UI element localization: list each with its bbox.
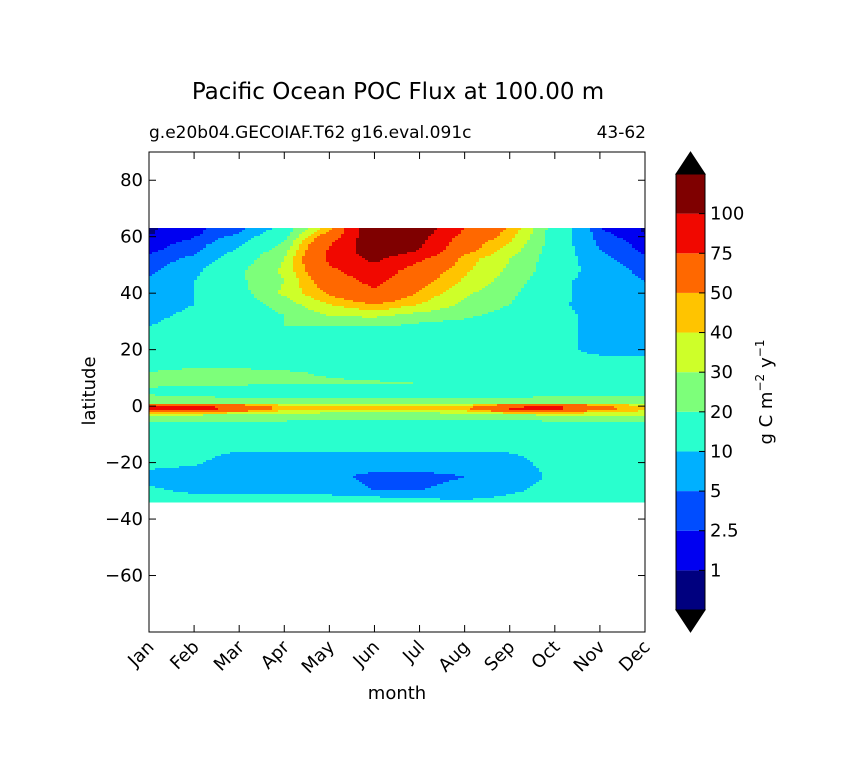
chart-title: Pacific Ocean POC Flux at 100.00 m	[192, 79, 604, 105]
chart-subtitle-right: 43-62	[597, 123, 646, 143]
plot-area	[149, 152, 645, 632]
heatmap-field	[149, 228, 645, 502]
chart-subtitle-left: g.e20b04.GECOIAF.T62 g16.eval.091c	[149, 123, 471, 143]
chart: Pacific Ocean POC Flux at 100.00 m g.e20…	[0, 0, 857, 783]
